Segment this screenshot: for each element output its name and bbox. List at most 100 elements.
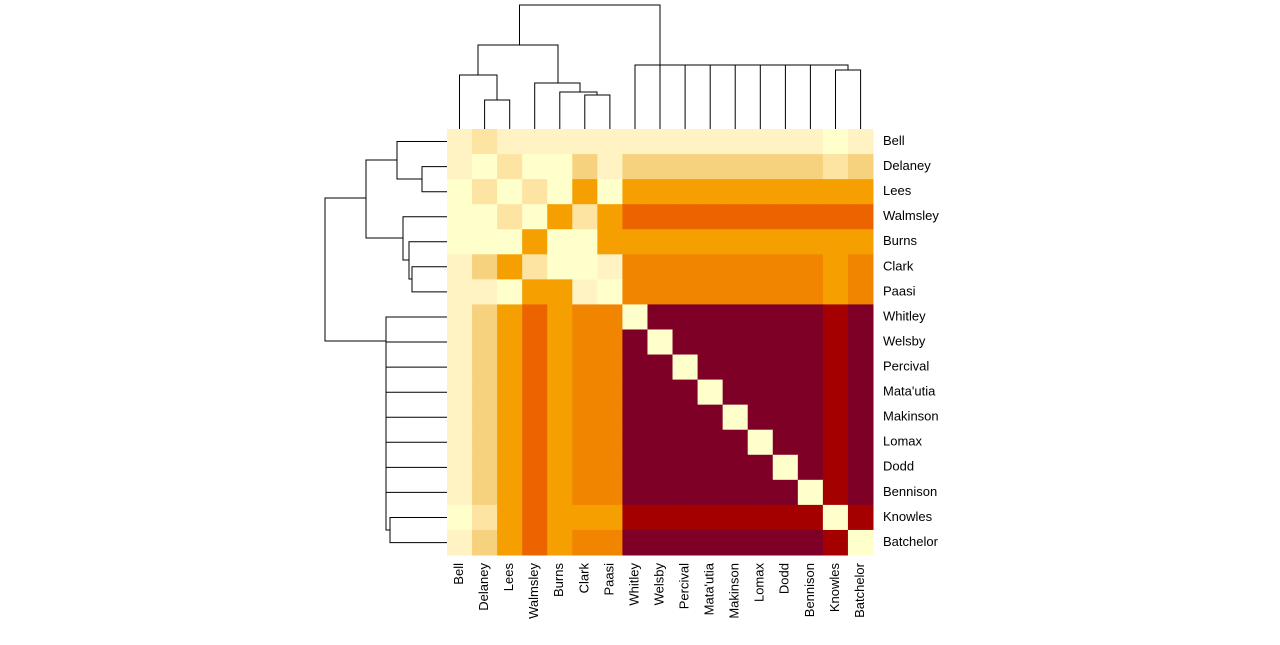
heatmap-cell xyxy=(497,504,523,531)
row-label: Knowles xyxy=(883,509,933,524)
heatmap-cell xyxy=(472,329,498,356)
heatmap-cell xyxy=(672,304,699,330)
heatmap-cell xyxy=(447,354,473,381)
row-label: Paasi xyxy=(883,283,916,298)
heatmap-cell xyxy=(472,429,498,456)
heatmap-cell xyxy=(497,479,523,506)
heatmap-cell xyxy=(547,404,573,431)
heatmap-cell xyxy=(597,329,623,356)
heatmap-cell xyxy=(547,504,573,531)
heatmap-cell xyxy=(547,179,573,205)
heatmap-cell xyxy=(597,279,623,305)
heatmap-cell xyxy=(697,329,724,356)
heatmap-cell xyxy=(522,429,548,456)
heatmap-cell xyxy=(522,529,548,556)
heatmap-cell xyxy=(497,229,523,255)
heatmap-cell xyxy=(572,154,598,180)
heatmap-cell xyxy=(447,404,473,431)
heatmap-cell xyxy=(772,404,799,431)
heatmap-cell xyxy=(572,179,598,205)
heatmap-cell xyxy=(497,454,523,481)
heatmap-cell xyxy=(497,379,523,406)
heatmap-cell xyxy=(522,154,548,180)
heatmap-cell xyxy=(672,254,699,280)
heatmap-cell xyxy=(797,479,824,506)
heatmap-cell xyxy=(547,479,573,506)
column-label: Welsby xyxy=(651,563,666,606)
heatmap-cell xyxy=(847,329,874,356)
heatmap-cell xyxy=(722,404,749,431)
heatmap-cell xyxy=(672,529,699,556)
heatmap-cell xyxy=(572,354,598,381)
heatmap-cell xyxy=(847,179,874,205)
heatmap-cell xyxy=(572,279,598,305)
heatmap-cell xyxy=(522,354,548,381)
heatmap-cell xyxy=(772,304,799,330)
heatmap-cell xyxy=(772,454,799,481)
heatmap-cell xyxy=(797,254,824,280)
column-label: Walmsley xyxy=(526,563,541,619)
heatmap-cell xyxy=(472,529,498,556)
row-label: Welsby xyxy=(883,333,926,348)
heatmap-cell xyxy=(747,479,774,506)
heatmap-cell xyxy=(472,504,498,531)
heatmap-cell xyxy=(722,529,749,556)
heatmap-cell xyxy=(547,154,573,180)
heatmap-cell xyxy=(722,229,749,255)
column-label: Dodd xyxy=(777,563,792,594)
heatmap-cell xyxy=(772,179,799,205)
heatmap-cell xyxy=(622,504,648,531)
heatmap-cell xyxy=(772,154,799,180)
heatmap-cell xyxy=(822,354,849,381)
heatmap-cell xyxy=(472,354,498,381)
heatmap-cell xyxy=(722,379,749,406)
heatmap-cell xyxy=(747,129,774,155)
heatmap-cell xyxy=(497,254,523,280)
heatmap-cell xyxy=(797,529,824,556)
heatmap-cell xyxy=(697,429,724,456)
heatmap-cell xyxy=(772,279,799,305)
heatmap-cell xyxy=(647,329,674,356)
heatmap-cell xyxy=(672,454,699,481)
heatmap-cell xyxy=(647,354,674,381)
heatmap-cell xyxy=(647,529,674,556)
heatmap-cell xyxy=(722,354,749,381)
heatmap-cell xyxy=(797,129,824,155)
heatmap-cell xyxy=(797,304,824,330)
row-label: Mata'utia xyxy=(883,384,936,399)
column-label: Paasi xyxy=(601,563,616,596)
heatmap-cell xyxy=(522,254,548,280)
row-label: Burns xyxy=(883,233,917,248)
row-label: Delaney xyxy=(883,158,931,173)
heatmap-cell xyxy=(722,504,749,531)
heatmap-cell xyxy=(472,129,498,155)
heatmap-cell xyxy=(797,454,824,481)
heatmap-cell xyxy=(747,204,774,230)
heatmap-cell xyxy=(447,254,473,280)
heatmap-cell xyxy=(847,404,874,431)
heatmap-cell xyxy=(797,179,824,205)
heatmap-cell xyxy=(822,529,849,556)
heatmap-cell xyxy=(847,204,874,230)
heatmap-cell xyxy=(672,329,699,356)
heatmap-cell xyxy=(797,204,824,230)
heatmap-cell xyxy=(597,254,623,280)
heatmap-cell xyxy=(622,479,648,506)
heatmap-cell xyxy=(522,229,548,255)
heatmap-cell xyxy=(772,254,799,280)
heatmap-cell xyxy=(447,454,473,481)
heatmap-cell xyxy=(572,129,598,155)
heatmap-cell xyxy=(772,504,799,531)
heatmap-cell xyxy=(447,279,473,305)
heatmap-cell xyxy=(647,254,674,280)
heatmap-cell xyxy=(447,154,473,180)
heatmap-cell xyxy=(622,329,648,356)
row-label: Walmsley xyxy=(883,208,939,223)
heatmap-cell xyxy=(822,379,849,406)
heatmap-cell xyxy=(747,354,774,381)
heatmap-cell xyxy=(622,454,648,481)
heatmap-cell xyxy=(847,504,874,531)
heatmap-cell xyxy=(822,504,849,531)
heatmap-cell xyxy=(822,404,849,431)
